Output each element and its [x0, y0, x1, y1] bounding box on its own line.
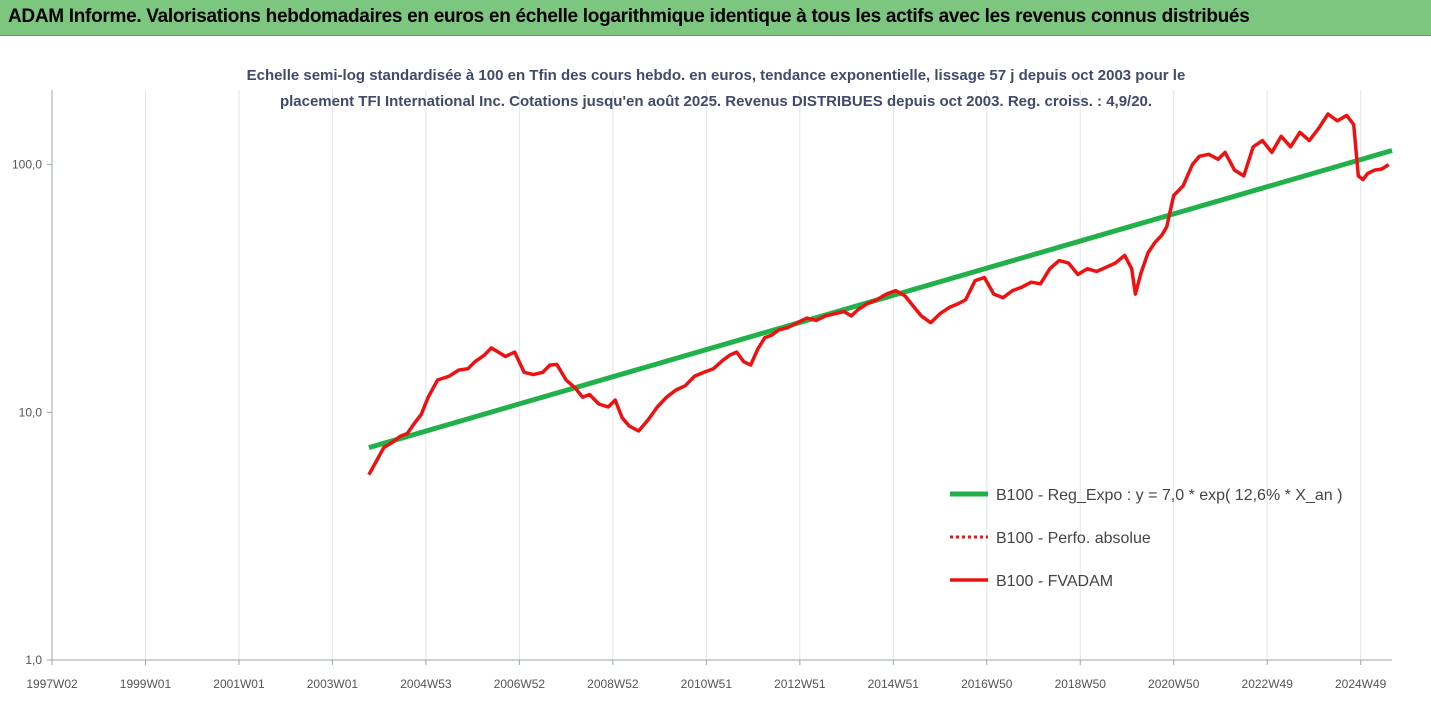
x-tick-label: 2014W51 [868, 677, 920, 691]
axes: 1997W02 1999W01 2001W01 2003W01 2004W53 2006W… [12, 90, 1392, 691]
x-tick-label: 2018W50 [1055, 677, 1107, 691]
x-tick-label: 2004W53 [400, 677, 452, 691]
y-tick-label: 100,0 [12, 158, 42, 172]
x-tick-label: 2024W49 [1335, 677, 1387, 691]
x-tick-label: 2010W51 [681, 677, 733, 691]
page-title: ADAM Informe. Valorisations hebdomadaire… [8, 6, 1250, 27]
x-tick-label: 2003W01 [307, 677, 359, 691]
x-tick-label: 2008W52 [587, 677, 639, 691]
x-tick-label: 2022W49 [1242, 677, 1294, 691]
legend-item-fvadam: B100 - FVADAM [950, 573, 1113, 590]
chart-subtitle-line-1: Echelle semi-log standardisée à 100 en T… [247, 67, 1186, 84]
legend-item-reg-expo: B100 - Reg_Expo : y = 7,0 * exp( 12,6% *… [950, 487, 1342, 504]
grid [51, 90, 1362, 660]
x-tick-label: 2006W52 [494, 677, 546, 691]
legend: B100 - Reg_Expo : y = 7,0 * exp( 12,6% *… [950, 487, 1342, 590]
y-tick-label: 1,0 [25, 653, 42, 667]
x-tick-label: 2001W01 [213, 677, 265, 691]
x-tick-label: 2020W50 [1148, 677, 1200, 691]
series [367, 112, 1393, 476]
chart-background [0, 36, 1431, 721]
chart: 1997W02 1999W01 2001W01 2003W01 2004W53 2006W… [0, 36, 1431, 721]
x-tick-label: 2016W50 [961, 677, 1013, 691]
legend-label: B100 - Reg_Expo : y = 7,0 * exp( 12,6% *… [996, 487, 1342, 504]
y-tick-label: 10,0 [19, 405, 43, 419]
title-bar: ADAM Informe. Valorisations hebdomadaire… [0, 0, 1431, 36]
x-tick-label: 1999W01 [120, 677, 172, 691]
series-line-fvadam [367, 112, 1390, 476]
legend-label: B100 - Perfo. absolue [996, 530, 1151, 547]
x-tick-label: 2012W51 [774, 677, 826, 691]
legend-label: B100 - FVADAM [996, 573, 1113, 590]
x-tick-label: 1997W02 [26, 677, 78, 691]
chart-subtitle-line-2: placement TFI International Inc. Cotatio… [280, 93, 1152, 110]
legend-item-perfo-absolue: B100 - Perfo. absolue [950, 530, 1151, 547]
